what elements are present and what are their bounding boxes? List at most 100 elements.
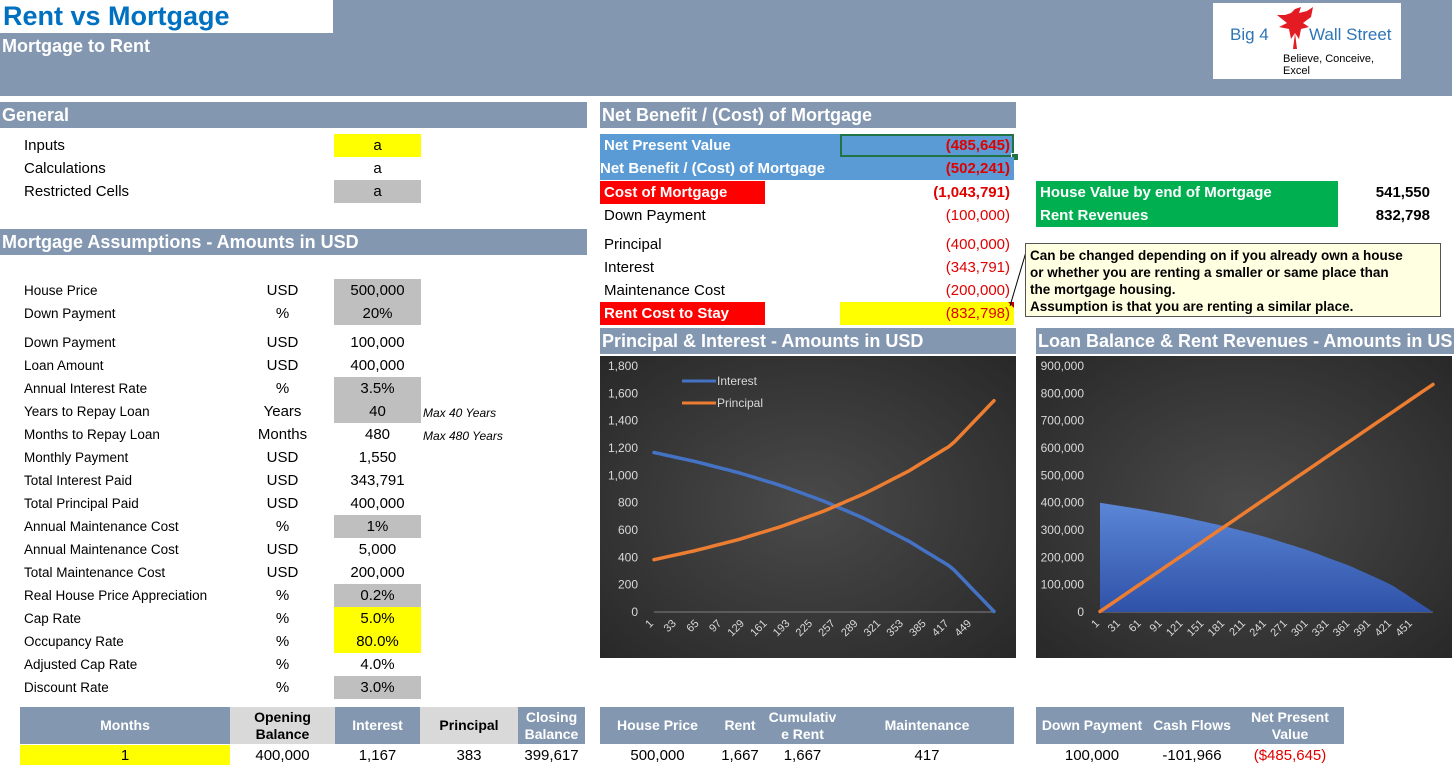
rent-cost-value-cell[interactable] xyxy=(840,302,1014,325)
schedule-header: Principal xyxy=(420,707,518,744)
comment-indicator[interactable] xyxy=(1008,302,1014,308)
assumption-unit: % xyxy=(275,679,290,696)
y-tick-label: 800,000 xyxy=(1041,386,1085,400)
assumption-value[interactable]: 1% xyxy=(334,515,421,538)
eagle-icon xyxy=(1277,7,1313,49)
schedule-header: Closing Balance xyxy=(518,707,585,744)
legend-swatch-plain[interactable]: a xyxy=(373,160,382,177)
assumption-value[interactable]: 20% xyxy=(334,302,421,325)
assumption-label: Loan Amount xyxy=(24,358,104,373)
assumptions-header: Mortgage Assumptions - Amounts in USD xyxy=(0,229,587,255)
house-value-label-cell xyxy=(1036,181,1338,204)
assumption-unit: % xyxy=(275,610,290,627)
assumption-value[interactable]: 500,000 xyxy=(334,279,421,302)
comment-line-4: Assumption is that you are renting a sim… xyxy=(1030,299,1354,314)
assumption-unit: % xyxy=(275,380,290,397)
rent-cost-label: Rent Cost to Stay xyxy=(604,305,730,322)
net-benefit-header: Net Benefit / (Cost) of Mortgage xyxy=(600,102,1016,128)
y-tick-label: 200 xyxy=(618,578,638,592)
schedule-cell[interactable]: 383 xyxy=(456,747,482,764)
assumption-value[interactable]: 343,791 xyxy=(350,472,405,489)
legend-label: Inputs xyxy=(24,137,65,154)
series-line-principal xyxy=(652,398,996,562)
assumption-value[interactable]: 1,550 xyxy=(358,449,397,466)
assumption-unit: USD xyxy=(266,564,299,581)
y-tick-label: 900,000 xyxy=(1041,359,1085,373)
interest-value: (343,791) xyxy=(945,259,1010,276)
house-value-label: House Value by end of Mortgage xyxy=(1040,184,1272,201)
y-tick-label: 1,400 xyxy=(608,414,638,428)
assumption-value[interactable]: 200,000 xyxy=(350,564,405,581)
y-tick-label: 200,000 xyxy=(1041,550,1085,564)
chart1-header: Principal & Interest - Amounts in USD xyxy=(600,328,1016,354)
assumption-label: Occupancy Rate xyxy=(24,634,124,649)
schedule-cell[interactable]: -101,966 xyxy=(1162,747,1222,764)
y-tick-label: 600,000 xyxy=(1041,441,1085,455)
chart-background xyxy=(600,356,1016,658)
schedule-cell[interactable]: 100,000 xyxy=(1064,747,1120,764)
cost-label-cell xyxy=(600,181,765,204)
chart2-header: Loan Balance & Rent Revenues - Amounts i… xyxy=(1036,328,1454,354)
assumption-value[interactable]: 400,000 xyxy=(350,357,405,374)
rent-revenues: 832,798 xyxy=(1375,207,1430,224)
comment-line-2: or whether you are renting a smaller or … xyxy=(1030,265,1389,280)
schedule-header: Months xyxy=(20,707,230,744)
interest-label: Interest xyxy=(604,259,655,276)
chart-background xyxy=(1036,356,1452,658)
assumption-unit: % xyxy=(275,633,290,650)
legend-swatch-gray[interactable]: a xyxy=(334,180,421,203)
assumption-unit: Years xyxy=(263,403,302,420)
assumption-value[interactable]: 0.2% xyxy=(334,584,421,607)
net-benefit-value: (502,241) xyxy=(945,160,1010,177)
schedule-cell[interactable]: 399,617 xyxy=(524,747,579,764)
assumption-unit: % xyxy=(275,305,290,322)
comment-line-1: Can be changed depending on if you alrea… xyxy=(1030,248,1403,263)
assumption-label: Annual Maintenance Cost xyxy=(24,542,179,557)
cost-of-mortgage-value: (1,043,791) xyxy=(933,184,1010,201)
schedule-cell[interactable]: ($485,645) xyxy=(1253,747,1327,764)
npv-value: (485,645) xyxy=(945,137,1010,154)
page-subtitle: Mortgage to Rent xyxy=(2,36,150,56)
assumption-value[interactable]: 400,000 xyxy=(350,495,405,512)
assumption-value[interactable]: 4.0% xyxy=(360,656,395,673)
assumption-value[interactable]: 80.0% xyxy=(334,630,421,653)
assumption-value[interactable]: 5.0% xyxy=(334,607,421,630)
schedule-cell[interactable]: 400,000 xyxy=(255,747,310,764)
assumption-value[interactable]: 3.0% xyxy=(334,676,421,699)
assumption-value[interactable]: 480 xyxy=(364,426,391,443)
y-tick-label: 1,600 xyxy=(608,386,638,400)
assumption-value[interactable]: 40 xyxy=(334,400,421,423)
schedule-header: Cash Flows xyxy=(1148,707,1236,744)
principal-value: (400,000) xyxy=(945,236,1010,253)
schedule-cell[interactable]: 1,667 xyxy=(783,747,822,764)
npv-label-cell xyxy=(600,134,840,157)
down-payment-value: (100,000) xyxy=(945,207,1010,224)
legend-label: Restricted Cells xyxy=(24,183,130,200)
principal-label: Principal xyxy=(604,236,662,253)
schedule-cell[interactable]: 500,000 xyxy=(630,747,685,764)
assumption-unit: % xyxy=(275,518,290,535)
schedule-cell[interactable]: 1,167 xyxy=(358,747,397,764)
assumption-label: Annual Interest Rate xyxy=(24,381,148,396)
loan-balance-rent-chart: 0 100,000 200,000 300,000 400,000 500,000 600,… xyxy=(1036,356,1452,658)
assumption-value[interactable]: 3.5% xyxy=(334,377,421,400)
assumption-value[interactable]: 100,000 xyxy=(350,334,405,351)
net-benefit-label-cell xyxy=(600,157,1014,180)
assumption-unit: USD xyxy=(266,357,299,374)
schedule-cell[interactable]: 417 xyxy=(914,747,940,764)
npv-value-cell[interactable] xyxy=(840,134,1014,157)
assumption-value[interactable]: 5,000 xyxy=(358,541,397,558)
schedule-cell[interactable]: 1 xyxy=(20,745,230,765)
maintenance-cost-label: Maintenance Cost xyxy=(604,282,725,299)
y-tick-label: 1,000 xyxy=(608,468,638,482)
legend-label: Principal xyxy=(717,396,763,410)
y-tick-label: 1,800 xyxy=(608,359,638,373)
schedule-cell[interactable]: 1,667 xyxy=(721,747,759,764)
series-line-interest xyxy=(652,450,996,614)
rent-cost-value: (832,798) xyxy=(945,305,1010,322)
assumption-label: Total Interest Paid xyxy=(24,473,133,488)
assumption-label: Discount Rate xyxy=(24,680,109,695)
legend-swatch-yellow[interactable]: a xyxy=(334,134,421,157)
rent-revenues-label: Rent Revenues xyxy=(1040,207,1149,224)
assumption-label: Annual Maintenance Cost xyxy=(24,519,179,534)
